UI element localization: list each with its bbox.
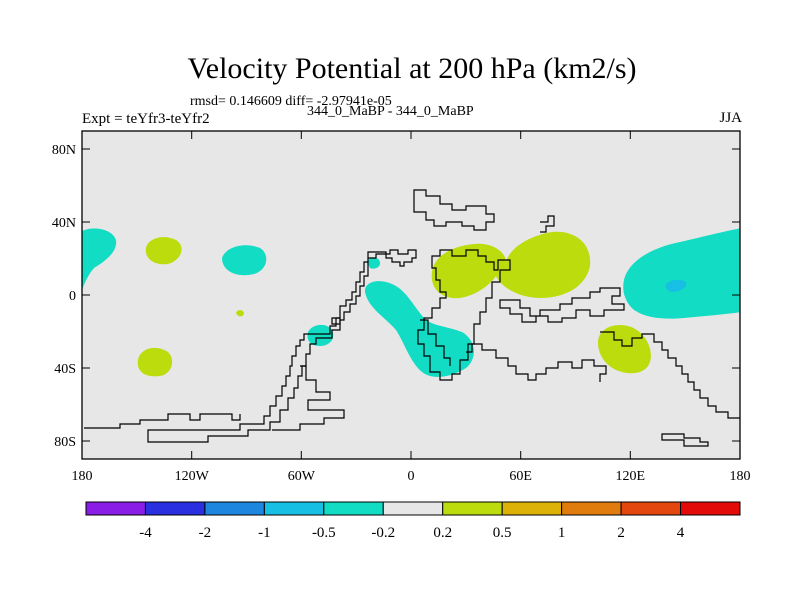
colorbar-swatch-7 xyxy=(501,501,563,516)
coast-south-america xyxy=(147,249,417,443)
coast-small-island xyxy=(331,317,341,325)
colorbar-label-0: -4 xyxy=(139,525,152,541)
lat-label-80s: 80S xyxy=(54,435,76,450)
anomaly-negative-indo-pacific xyxy=(623,228,740,319)
colorbar-label-2: -1 xyxy=(258,525,271,541)
colorbar-swatch-10 xyxy=(680,501,741,516)
lon-label-120e: 120E xyxy=(616,469,646,484)
colorbar-swatch-0 xyxy=(85,501,146,516)
stats-label: rmsd= 0.146609 diff= -2.97941e-05 xyxy=(190,94,392,109)
anomaly-negative-south-america xyxy=(307,324,334,346)
anomaly-negative-caribbean xyxy=(367,257,381,269)
anomaly-negative-core xyxy=(665,279,687,292)
anomaly-negative-west-pacific xyxy=(82,228,117,290)
experiment-label: Expt = teYfr3-teYfr2 xyxy=(82,111,210,127)
coast-antarctic-peninsula xyxy=(84,413,241,429)
coastlines xyxy=(84,189,740,447)
colorbar-swatch-9 xyxy=(620,501,682,516)
colorbar-label-8: 2 xyxy=(617,525,625,541)
coast-asia-north xyxy=(540,215,555,233)
coast-south-inlet xyxy=(272,365,345,431)
anomaly-positive-equatorial-dot xyxy=(236,310,244,317)
colorbar xyxy=(85,501,741,516)
colorbar-labels: -4 -2 -1 -0.5 -0.2 0.2 0.5 1 2 4 xyxy=(139,525,685,541)
lon-label-60e: 60E xyxy=(509,469,532,484)
lon-label-60w: 60W xyxy=(288,469,316,484)
anomaly-positive-south-pacific xyxy=(137,347,173,377)
colorbar-swatch-3 xyxy=(263,501,325,516)
lon-ticks xyxy=(191,131,631,459)
colorbar-swatch-5 xyxy=(382,501,444,516)
colorbar-label-1: -2 xyxy=(199,525,212,541)
anomaly-positive-australia xyxy=(598,324,651,374)
season-label: JJA xyxy=(719,110,742,126)
colorbar-label-4: -0.2 xyxy=(371,525,395,541)
lat-label-0: 0 xyxy=(69,289,76,304)
colorbar-label-5: 0.2 xyxy=(433,525,452,541)
colorbar-swatch-4 xyxy=(323,501,384,516)
runs-label: 344_0_MaBP - 344_0_MaBP xyxy=(307,104,474,119)
lon-label-120w: 120W xyxy=(175,469,210,484)
coast-europe xyxy=(413,189,495,231)
coast-asia xyxy=(499,287,625,323)
colorbar-label-9: 4 xyxy=(677,525,685,541)
colorbar-swatch-6 xyxy=(442,501,503,516)
anomaly-negative-east-pacific xyxy=(222,245,267,276)
coast-south-island xyxy=(661,433,709,447)
colorbar-label-7: 1 xyxy=(558,525,566,541)
colorbar-label-3: -0.5 xyxy=(312,525,336,541)
colorbar-swatch-8 xyxy=(561,501,622,516)
lon-label-180w: 180 xyxy=(72,469,93,484)
coast-southern-ocean-shelf xyxy=(466,343,607,382)
colorbar-swatch-1 xyxy=(144,501,206,516)
coast-inner-sea xyxy=(420,319,451,366)
lon-label-180e: 180 xyxy=(730,469,751,484)
anomaly-negative-atlantic-africa xyxy=(364,281,474,377)
colorbar-swatch-2 xyxy=(204,501,265,516)
coast-australia-region xyxy=(600,331,740,419)
anomaly-positive-north-pacific xyxy=(145,237,182,265)
lon-label-0: 0 xyxy=(408,469,415,484)
anomaly-positive-mediterranean xyxy=(431,231,591,299)
lat-label-40s: 40S xyxy=(54,362,76,377)
lat-label-40n: 40N xyxy=(52,216,76,231)
lat-label-80n: 80N xyxy=(52,143,76,158)
lat-ticks xyxy=(82,148,740,442)
coast-africa xyxy=(417,249,511,381)
plot-title: Velocity Potential at 200 hPa (km2/s) xyxy=(187,52,637,85)
colorbar-label-6: 0.5 xyxy=(493,525,512,541)
